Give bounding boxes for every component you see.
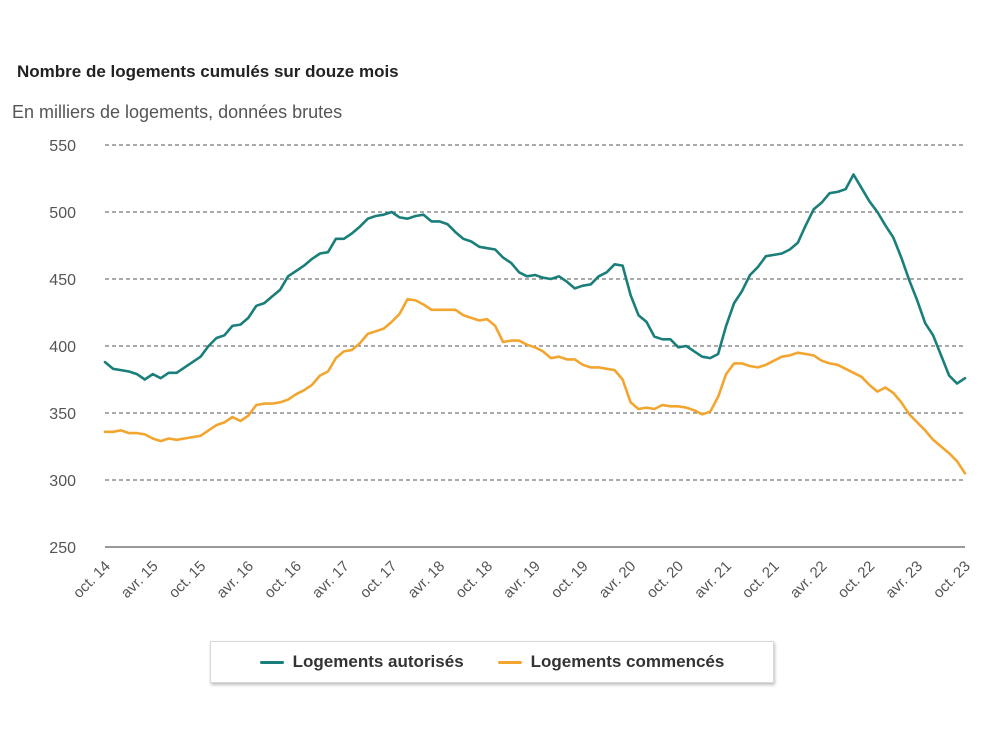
legend-label-autorises: Logements autorisés: [292, 652, 464, 671]
y-tick-label: 550: [49, 138, 76, 155]
x-tick-label: oct. 22: [834, 558, 878, 602]
x-tick-label: avr. 20: [596, 558, 640, 602]
x-tick-label: avr. 21: [691, 558, 735, 602]
legend-swatch-autorises: [259, 660, 284, 664]
x-tick-label: avr. 22: [787, 558, 831, 602]
legend: Logements autorisés Logements commencés: [210, 641, 774, 683]
x-tick-label: avr. 17: [309, 558, 353, 602]
y-tick-label: 450: [49, 272, 76, 289]
legend-item-autorises[interactable]: Logements autorisés: [259, 652, 464, 672]
x-tick-label: oct. 18: [452, 558, 496, 602]
x-axis-ticks: oct. 14 avr. 15 oct. 15 avr. 16 oct. 16 avr. …: [70, 558, 974, 602]
x-tick-label: oct. 14: [70, 558, 114, 602]
legend-swatch-commences: [497, 660, 522, 664]
x-tick-label: avr. 23: [882, 558, 926, 602]
x-tick-label: oct. 23: [930, 558, 974, 602]
y-tick-label: 250: [49, 540, 76, 557]
x-tick-label: oct. 20: [643, 558, 687, 602]
y-tick-label: 400: [49, 339, 76, 356]
x-tick-label: avr. 18: [404, 558, 448, 602]
x-tick-label: oct. 17: [357, 558, 401, 602]
y-tick-label: 350: [49, 406, 76, 423]
x-tick-label: oct. 16: [261, 558, 305, 602]
x-tick-label: avr. 19: [500, 558, 544, 602]
chart-title: Nombre de logements cumulés sur douze mo…: [17, 62, 399, 81]
legend-item-commences[interactable]: Logements commencés: [497, 652, 725, 672]
gridlines: [105, 144, 965, 548]
chart-subtitle: En milliers de logements, données brutes: [12, 102, 343, 122]
x-tick-label: avr. 16: [213, 558, 257, 602]
x-tick-label: oct. 19: [548, 558, 592, 602]
series-line-logements-commences: [103, 297, 967, 475]
series-lines: [103, 173, 967, 475]
y-axis-ticks: 550 500 450 400 350 300 250: [49, 138, 76, 557]
y-tick-label: 300: [49, 473, 76, 490]
x-tick-label: oct. 15: [166, 558, 210, 602]
x-tick-label: avr. 15: [118, 558, 162, 602]
x-tick-label: oct. 21: [739, 558, 783, 602]
legend-label-commences: Logements commencés: [530, 652, 725, 671]
y-tick-label: 500: [49, 205, 76, 222]
series-line-logements-autorises: [103, 173, 967, 385]
